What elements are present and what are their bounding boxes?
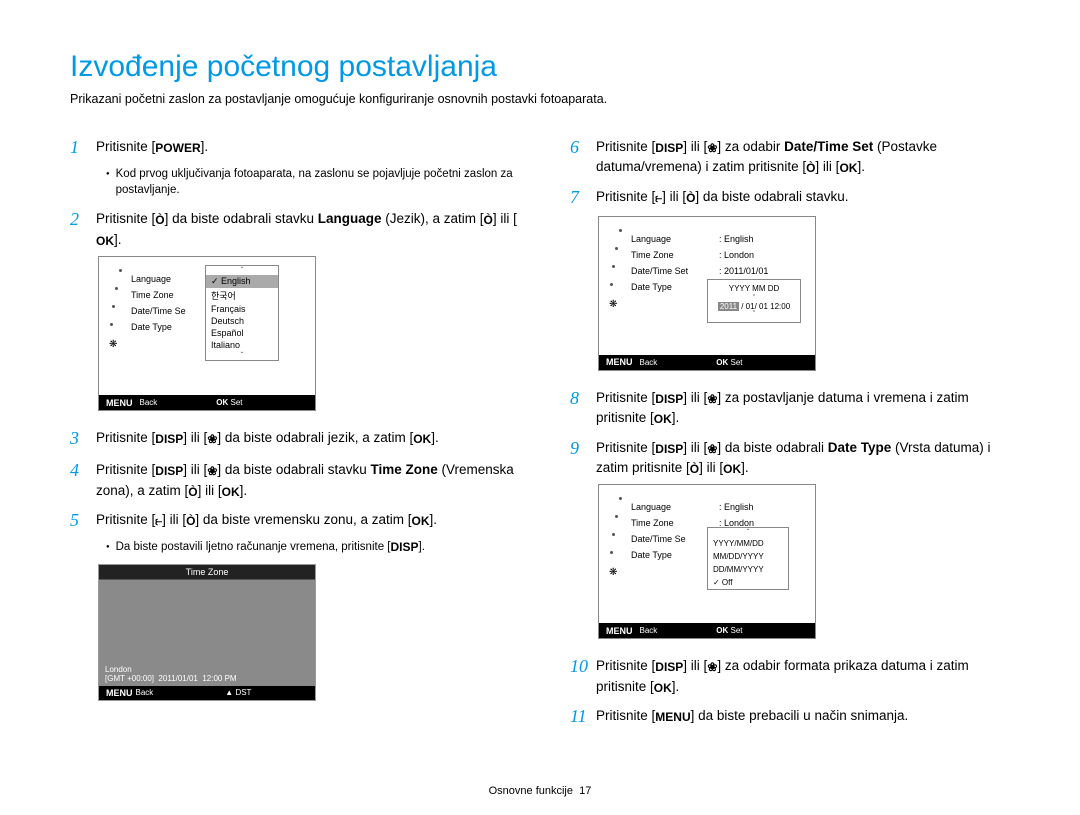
disp-label: DISP [655, 441, 683, 458]
disp-label: DISP [155, 463, 183, 480]
ok-label: OK [96, 233, 114, 250]
step-4: 4Pritisnite [DISP] ili [❀] da biste odab… [70, 457, 520, 501]
timer-icon: Ò [186, 513, 195, 530]
step-7: 7Pritisnite [⥼] ili [Ò] da biste odabral… [570, 184, 1020, 210]
lcd-timezone: Time ZoneLondon[GMT +00:00] 2011/01/01 1… [98, 564, 316, 701]
step-5: 5Pritisnite [⥼] ili [Ò] da biste vremens… [70, 507, 520, 533]
lcd-language: ❋LanguageTime ZoneDate/Time SeDate Typeˆ… [98, 256, 316, 411]
power-label: POWER [155, 140, 200, 157]
flower-icon: ❀ [207, 431, 217, 448]
ok-label: OK [222, 484, 240, 501]
timer-icon: Ò [155, 212, 164, 229]
step-3: 3Pritisnite [DISP] ili [❀] da biste odab… [70, 425, 520, 451]
ok-label: OK [839, 160, 857, 177]
ok-label: OK [654, 411, 672, 428]
step-10: 10Pritisnite [DISP] ili [❀] za odabir fo… [570, 653, 1020, 697]
disp-label: DISP [655, 659, 683, 676]
flower-icon: ❀ [207, 463, 217, 480]
flower-icon: ❀ [707, 140, 717, 157]
timer-icon: Ò [188, 484, 197, 501]
flash-icon: ⥼ [655, 190, 662, 207]
step-2: 2Pritisnite [Ò] da biste odabrali stavku… [70, 206, 520, 250]
step-6: 6Pritisnite [DISP] ili [❀] za odabir Dat… [570, 134, 1020, 178]
right-column: 6Pritisnite [DISP] ili [❀] za odabir Dat… [570, 134, 1020, 735]
step-8: 8Pritisnite [DISP] ili [❀] za postavljan… [570, 385, 1020, 429]
gear-icon: ❋ [609, 567, 617, 578]
gear-icon: ❋ [109, 339, 117, 350]
disp-label: DISP [391, 539, 419, 556]
ok-label: OK [654, 680, 672, 697]
timer-icon: Ò [686, 190, 695, 207]
page-subtitle: Prikazani početni zaslon za postavljanje… [70, 92, 1020, 106]
ok-label: OK [412, 513, 430, 530]
left-column: 1Pritisnite [POWER]. Kod prvog uključivan… [70, 134, 520, 735]
ok-label: OK [723, 461, 741, 478]
menu-label: MENU [655, 709, 690, 726]
lcd-datetype: ❋LanguageTime ZoneDate/Time SeDate Type:… [598, 484, 816, 639]
step-9: 9Pritisnite [DISP] ili [❀] da biste odab… [570, 435, 1020, 479]
bullet-5: Da biste postavili ljetno računanje vrem… [106, 539, 520, 556]
flower-icon: ❀ [707, 659, 717, 676]
flower-icon: ❀ [707, 391, 717, 408]
disp-label: DISP [155, 431, 183, 448]
page-title: Izvođenje početnog postavljanja [70, 50, 1020, 84]
timer-icon: Ò [484, 212, 493, 229]
ok-label: OK [413, 431, 431, 448]
lcd-datetime: ❋LanguageTime ZoneDate/Time SetDate Type… [598, 216, 816, 371]
disp-label: DISP [655, 140, 683, 157]
step-1: 1Pritisnite [POWER]. [70, 134, 520, 160]
bullet-1: Kod prvog uključivanja fotoaparata, na z… [106, 166, 520, 198]
page-footer: Osnovne funkcije 17 [0, 785, 1080, 797]
gear-icon: ❋ [609, 299, 617, 310]
disp-label: DISP [655, 391, 683, 408]
flash-icon: ⥼ [155, 513, 162, 530]
timer-icon: Ò [806, 160, 815, 177]
flower-icon: ❀ [707, 441, 717, 458]
step-11: 11Pritisnite [MENU] da biste prebacili u… [570, 703, 1020, 729]
timer-icon: Ò [690, 461, 699, 478]
